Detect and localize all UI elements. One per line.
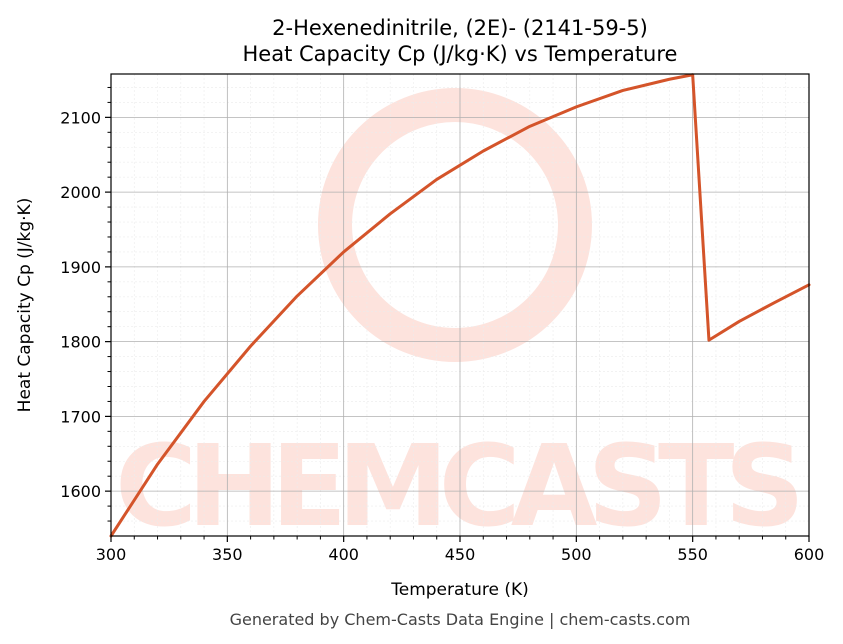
y-tick-label: 2100 <box>60 108 101 127</box>
y-tick-label: 1800 <box>60 333 101 352</box>
x-axis-label: Temperature (K) <box>390 580 529 600</box>
x-tick-label: 600 <box>794 545 825 564</box>
x-tick-label: 500 <box>561 545 592 564</box>
x-tick-label: 300 <box>96 545 127 564</box>
y-axis-label: Heat Capacity Cp (J/kg·K) <box>15 198 35 413</box>
y-tick-label: 1700 <box>60 407 101 426</box>
footer-credit: Generated by Chem-Casts Data Engine | ch… <box>230 610 691 629</box>
y-tick-label: 1900 <box>60 258 101 277</box>
chart-title-line-2: Heat Capacity Cp (J/kg·K) vs Temperature <box>243 42 678 66</box>
chart-title-line-1: 2-Hexenedinitrile, (2E)- (2141-59-5) <box>272 16 648 40</box>
y-tick-label: 1600 <box>60 482 101 501</box>
y-tick-label: 2000 <box>60 183 101 202</box>
y-axis-ticks: 1600 1700 1800 1900 2000 2100 <box>60 86 111 522</box>
x-tick-label: 550 <box>677 545 708 564</box>
series-layer <box>109 73 811 538</box>
x-axis-ticks: 300 350 400 450 500 550 600 <box>96 536 825 564</box>
x-tick-label: 450 <box>445 545 476 564</box>
watermark-logo-ring <box>318 88 592 362</box>
series-line <box>109 73 811 538</box>
x-tick-label: 350 <box>212 545 243 564</box>
x-tick-label: 400 <box>328 545 359 564</box>
